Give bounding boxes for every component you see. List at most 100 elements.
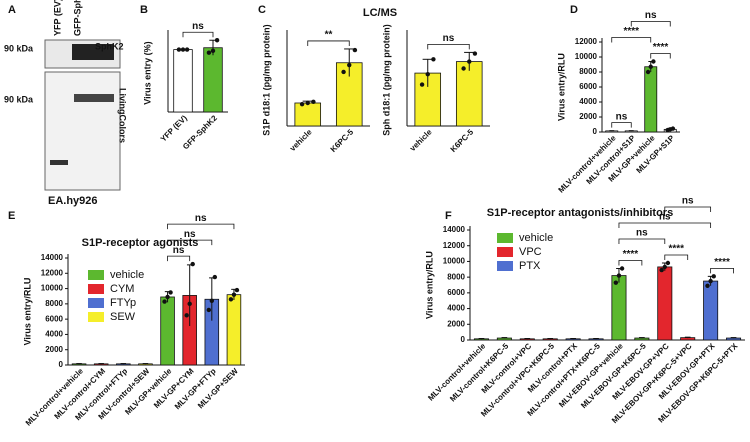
lane-label: GFP-SphK2 (72, 0, 82, 36)
data-point (425, 72, 430, 77)
legend-label: PTX (519, 260, 541, 272)
y-axis-label: Virus entry (%) (142, 41, 152, 104)
band-label: LivingColors (118, 88, 128, 143)
bar (173, 49, 193, 113)
legend-label: FTYp (110, 297, 136, 309)
significance-label: ns (173, 245, 185, 256)
y-axis-label: Virus entry/RLU (22, 278, 32, 346)
y-tick-label: 10000 (575, 52, 598, 61)
bar (294, 102, 322, 127)
y-tick-label: 12000 (575, 37, 598, 46)
data-point (165, 294, 170, 300)
y-tick-label: 8000 (447, 272, 465, 281)
panel-label: B (140, 4, 148, 16)
y-tick-label: 8000 (579, 67, 597, 76)
significance-label: **** (714, 257, 730, 268)
data-point (616, 273, 622, 278)
data-point (206, 50, 212, 55)
y-tick-label: 6000 (447, 288, 465, 297)
data-point (662, 264, 667, 270)
data-point (214, 38, 220, 43)
data-point (431, 57, 436, 62)
legend-label: CYM (110, 283, 134, 295)
data-point (645, 69, 651, 75)
data-point (305, 100, 310, 106)
data-point (352, 47, 358, 53)
lane-label: YFP (EV) (52, 0, 62, 36)
y-tick-label: 6000 (579, 82, 597, 91)
legend-swatch (497, 261, 513, 271)
panel-label: E (8, 210, 15, 222)
y-axis-label: Sph d18:1 (pg/mg protein) (381, 24, 391, 136)
bar (644, 66, 658, 133)
x-tick-label: MLV-GP+SEW (196, 366, 240, 410)
significance-label: ns (443, 33, 455, 44)
data-point (234, 287, 240, 293)
chart-title: LC/MS (363, 7, 397, 19)
data-point (651, 59, 656, 64)
marker-label: 90 kDa (4, 94, 34, 104)
x-tick-label: YFP (EV) (159, 113, 189, 143)
significance-bracket (427, 44, 470, 50)
data-point (467, 59, 472, 64)
legend-swatch (88, 284, 104, 294)
blot-band (72, 44, 114, 60)
data-point (180, 47, 186, 52)
significance-label: **** (623, 26, 639, 37)
significance-label: **** (653, 42, 669, 53)
y-tick-label: 2000 (447, 319, 465, 328)
significance-bracket (618, 260, 643, 266)
significance-bracket (710, 267, 734, 274)
data-point (228, 297, 234, 302)
significance-label: ns (682, 196, 694, 207)
y-axis-label: Virus entry/RLU (424, 251, 434, 319)
marker-label: 90 kDa (4, 43, 34, 53)
significance-bracket (182, 31, 214, 38)
significance-bracket (167, 255, 191, 262)
significance-bracket (618, 222, 712, 228)
data-point (419, 82, 425, 87)
data-point (347, 62, 352, 68)
bar (160, 296, 175, 366)
significance-label: ns (645, 10, 657, 21)
bar (455, 61, 483, 127)
significance-bracket (664, 254, 689, 260)
significance-bracket (307, 40, 350, 46)
significance-bracket (167, 223, 235, 230)
data-point (711, 274, 716, 279)
y-axis-label: S1P d18:1 (pg/mg protein) (261, 24, 271, 135)
significance-label: ns (184, 229, 196, 240)
data-point (708, 278, 713, 284)
bar (657, 266, 673, 341)
y-tick-label: 10000 (41, 284, 64, 293)
chart-title: S1P-receptor antagonists/inhibitors (487, 207, 673, 219)
legend-swatch (88, 270, 104, 280)
significance-bracket (630, 21, 671, 27)
y-tick-label: 0 (593, 127, 598, 136)
x-tick-label: vehicle (288, 127, 314, 153)
data-point (705, 283, 710, 288)
y-axis-label: Virus entry/RLU (556, 53, 566, 121)
data-point (209, 298, 215, 303)
significance-bracket (664, 206, 712, 212)
data-point (231, 292, 237, 297)
legend-swatch (497, 233, 513, 243)
data-point (648, 64, 653, 69)
data-point (210, 48, 216, 54)
y-tick-label: 4000 (579, 97, 597, 106)
cell-line-label: EA.hy926 (48, 195, 98, 207)
significance-label: ns (659, 212, 671, 223)
significance-bracket (611, 122, 632, 128)
legend-label: vehicle (519, 232, 553, 244)
significance-label: **** (668, 244, 684, 255)
y-tick-label: 0 (59, 360, 64, 369)
data-point (190, 261, 195, 267)
data-point (613, 280, 619, 285)
legend-swatch (497, 247, 513, 257)
legend-label: SEW (110, 311, 136, 323)
panel-label: F (445, 210, 452, 222)
significance-label: ns (192, 21, 204, 32)
data-point (168, 290, 173, 295)
significance-bracket (650, 53, 671, 59)
